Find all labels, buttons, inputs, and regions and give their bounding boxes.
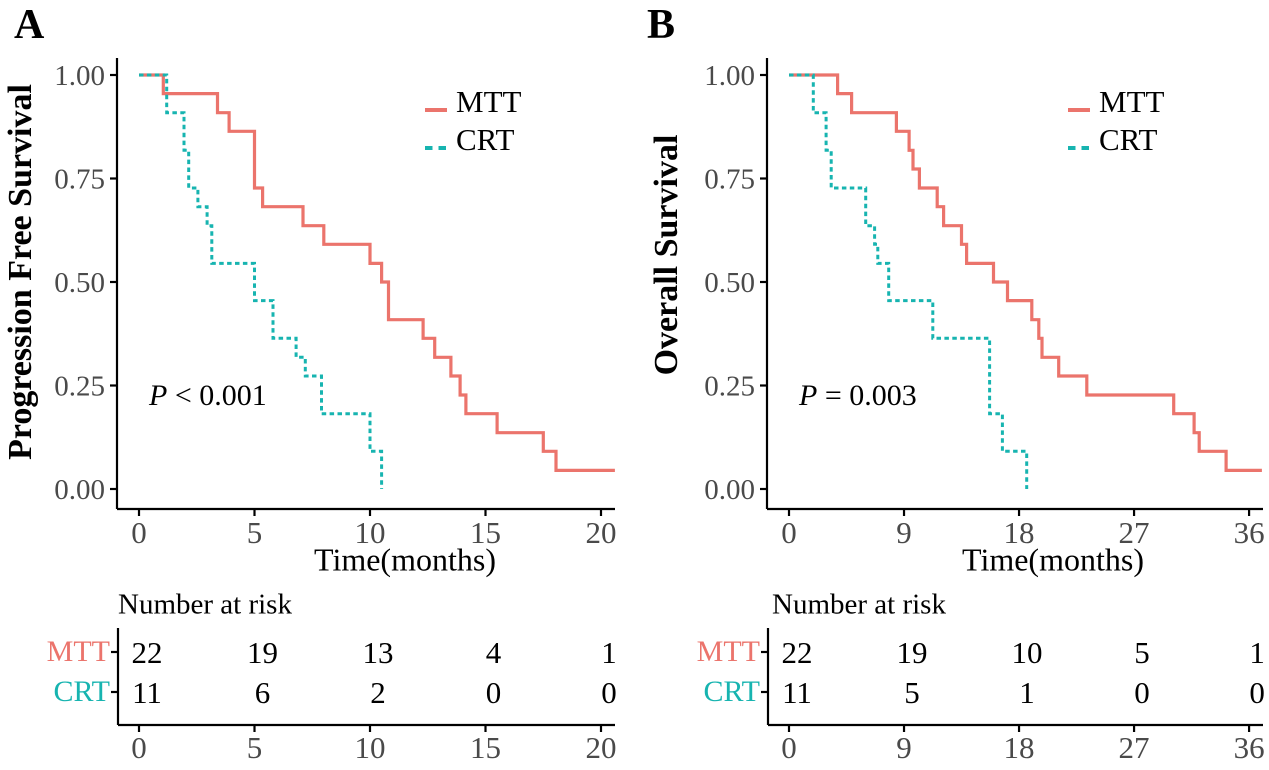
panel-a-risk-tick-label: 20	[586, 730, 617, 765]
panel-a-p-symbol: P	[149, 379, 168, 412]
panel-a-legend-label-mtt: MTT	[456, 84, 522, 119]
panel-b-p-symbol: P	[799, 379, 818, 412]
panel-b-risk-count-mtt: 19	[897, 635, 928, 670]
panel-b-risk-tick-label: 36	[1234, 730, 1265, 765]
panel-a-risk-tick-label: 5	[247, 730, 263, 765]
panel-b-risk-count-mtt: 5	[1134, 635, 1150, 670]
panel-b-risk-tick-label: 27	[1119, 730, 1150, 765]
panel-a-legend-label-crt: CRT	[456, 122, 515, 157]
panel-b-risk-count-mtt: 1	[1249, 635, 1265, 670]
panel-a-crt-curve	[139, 73, 384, 489]
panel-a-y-tick-label: 0.00	[54, 474, 105, 506]
panel-b-risk-count-mtt: 10	[1012, 635, 1043, 670]
panel-b-letter: B	[647, 2, 676, 48]
panel-a-risk-count-crt: 0	[486, 675, 502, 710]
panel-a-x-tick-label: 5	[247, 515, 263, 550]
panel-a-risk-count-crt: 2	[370, 675, 386, 710]
panel-b-risk-tick-label: 0	[781, 730, 797, 765]
panel-a-y-tick-label: 0.50	[54, 267, 105, 299]
panel-b-risk-count-crt: 0	[1134, 675, 1150, 710]
panel-b-x-axis-title: Time(months)	[962, 541, 1144, 578]
panel-a-risk-count-crt: 11	[132, 675, 162, 710]
panel-a-risk-tick-label: 10	[355, 730, 386, 765]
panel-b-x-tick-label: 36	[1234, 515, 1265, 550]
panel-b-x-tick-label: 18	[1004, 515, 1035, 550]
panel-b-risk-row-label-mtt: MTT	[696, 635, 760, 668]
panel-a-risk-count-crt: 6	[255, 675, 271, 710]
panel-a-x-tick-label: 15	[470, 515, 501, 550]
panel-a-risk-count-mtt: 4	[486, 635, 502, 670]
panel-a-risk-tick-label: 15	[470, 730, 501, 765]
panel-a-risk-table-title: Number at risk	[118, 588, 292, 621]
panel-b-risk-count-crt: 11	[782, 675, 812, 710]
panel-b-legend-label-mtt: MTT	[1099, 84, 1165, 119]
panel-b-risk-row-label-crt: CRT	[703, 675, 760, 708]
panel-a-risk-count-mtt: 19	[247, 635, 278, 670]
panel-b-risk-count-crt: 0	[1249, 675, 1265, 710]
panel-b-y-tick-label: 0.25	[704, 371, 755, 403]
panel-b-risk-count-crt: 1	[1019, 675, 1035, 710]
panel-b-x-tick-label: 9	[896, 515, 912, 550]
panel-a-y-tick-label: 0.25	[54, 371, 105, 403]
panel-a-risk-tick-label: 0	[131, 730, 147, 765]
panel-b-y-tick-label: 0.75	[704, 164, 755, 196]
panel-a-p-text: < 0.001	[167, 379, 267, 412]
panel-a-y-tick-label: 1.00	[54, 60, 105, 92]
panel-a-mtt-curve	[139, 73, 615, 472]
panel-a-x-axis-title: Time(months)	[314, 541, 496, 578]
panel-a-risk-count-mtt: 13	[363, 635, 394, 670]
panel-a-risk-row-label-crt: CRT	[53, 675, 110, 708]
panel-a-x-tick-label: 0	[131, 515, 147, 550]
panel-b-y-tick-label: 0.50	[704, 267, 755, 299]
panel-a-x-tick-label: 20	[586, 515, 617, 550]
panel-b-risk-tick-label: 9	[896, 730, 912, 765]
panel-a-risk-row-label-mtt: MTT	[46, 635, 110, 668]
panel-b-y-axis-title: Overall Survival	[648, 134, 685, 376]
panel-b-x-tick-label: 0	[781, 515, 797, 550]
panel-b-p-text: = 0.003	[817, 379, 917, 412]
panel-b-risk-count-mtt: 22	[782, 635, 813, 670]
panel-b-risk-tick-label: 18	[1004, 730, 1035, 765]
panel-b-risk-count-crt: 5	[904, 675, 920, 710]
panel-a-letter: A	[14, 2, 45, 48]
panel-a-x-tick-label: 10	[355, 515, 386, 550]
panel-a-p-value: P < 0.001	[149, 379, 267, 413]
panel-b-p-value: P = 0.003	[799, 379, 917, 413]
panel-b-x-tick-label: 27	[1119, 515, 1150, 550]
panel-b-y-tick-label: 1.00	[704, 60, 755, 92]
panel-b-y-tick-label: 0.00	[704, 474, 755, 506]
panel-b-risk-table-title: Number at risk	[772, 588, 946, 621]
panel-b-legend-label-crt: CRT	[1099, 122, 1158, 157]
panel-a-risk-count-mtt: 1	[601, 635, 617, 670]
panel-a-y-axis-title: Progression Free Survival	[2, 84, 39, 460]
panel-b-mtt-curve	[789, 73, 1262, 472]
panel-a-risk-count-crt: 0	[601, 675, 617, 710]
panel-a-y-tick-label: 0.75	[54, 164, 105, 196]
panel-a-risk-count-mtt: 22	[132, 635, 163, 670]
